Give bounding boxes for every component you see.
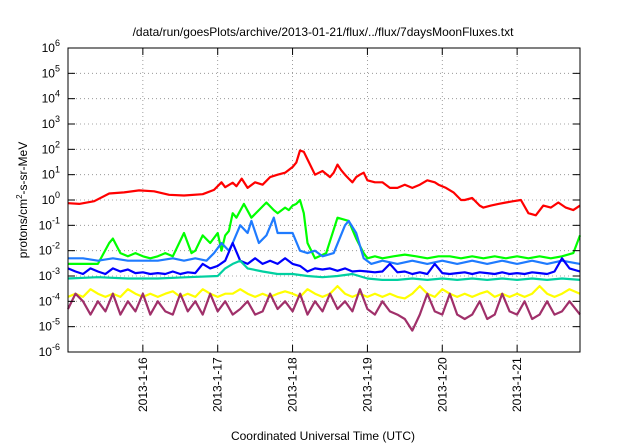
y-axis-label-unit: protons/cm	[16, 199, 30, 258]
series-line-6	[67, 285, 581, 300]
y-axis-label: protons/cm2-s-sr-MeV	[15, 142, 30, 258]
x-axis-label: Coordinated Universal Time (UTC)	[231, 429, 415, 443]
y-tick-label: 10-2	[39, 241, 60, 258]
y-tick-label: 10-5	[39, 317, 60, 334]
y-tick-label: 10-3	[39, 266, 60, 283]
x-axis: 2013-1-16 2013-1-17 2013-1-18 2013-1-19 2013…	[136, 48, 524, 412]
y-tick-label: 104	[42, 89, 60, 106]
x-tick-label: 2013-1-19	[360, 357, 374, 412]
x-tick-label: 2013-1-20	[435, 357, 449, 412]
y-axis: 10-6 10-5 10-4 10-3 10-2 10-1 100 101 102 103 104 1…	[39, 38, 580, 359]
x-tick-label: 2013-1-21	[510, 357, 524, 412]
series-line-2	[68, 198, 582, 265]
y-tick-label: 101	[42, 165, 60, 182]
series-line-7	[67, 288, 581, 332]
y-tick-label: 100	[42, 190, 60, 207]
x-tick-label: 2013-1-18	[286, 357, 300, 412]
y-axis-label-superscript: 2	[15, 194, 24, 199]
y-tick-label: 10-4	[39, 291, 60, 308]
series-line-4	[67, 241, 581, 276]
y-tick-label: 106	[42, 38, 60, 55]
chart-title: /data/run/goesPlots/archive/2013-01-21/f…	[133, 25, 515, 39]
series-line-5	[67, 259, 581, 281]
series-line-1	[67, 149, 581, 217]
series-lines	[67, 149, 582, 332]
x-tick-label: 2013-1-16	[136, 357, 150, 412]
x-tick-label: 2013-1-17	[211, 357, 225, 412]
y-tick-label: 103	[42, 114, 60, 131]
y-tick-label: 10-1	[39, 215, 60, 232]
y-tick-label: 105	[42, 63, 60, 80]
y-tick-label: 10-6	[39, 342, 60, 359]
y-tick-label: 102	[42, 139, 60, 156]
series-line-3	[68, 216, 581, 265]
y-axis-label-rest: -s-sr-MeV	[16, 142, 30, 195]
